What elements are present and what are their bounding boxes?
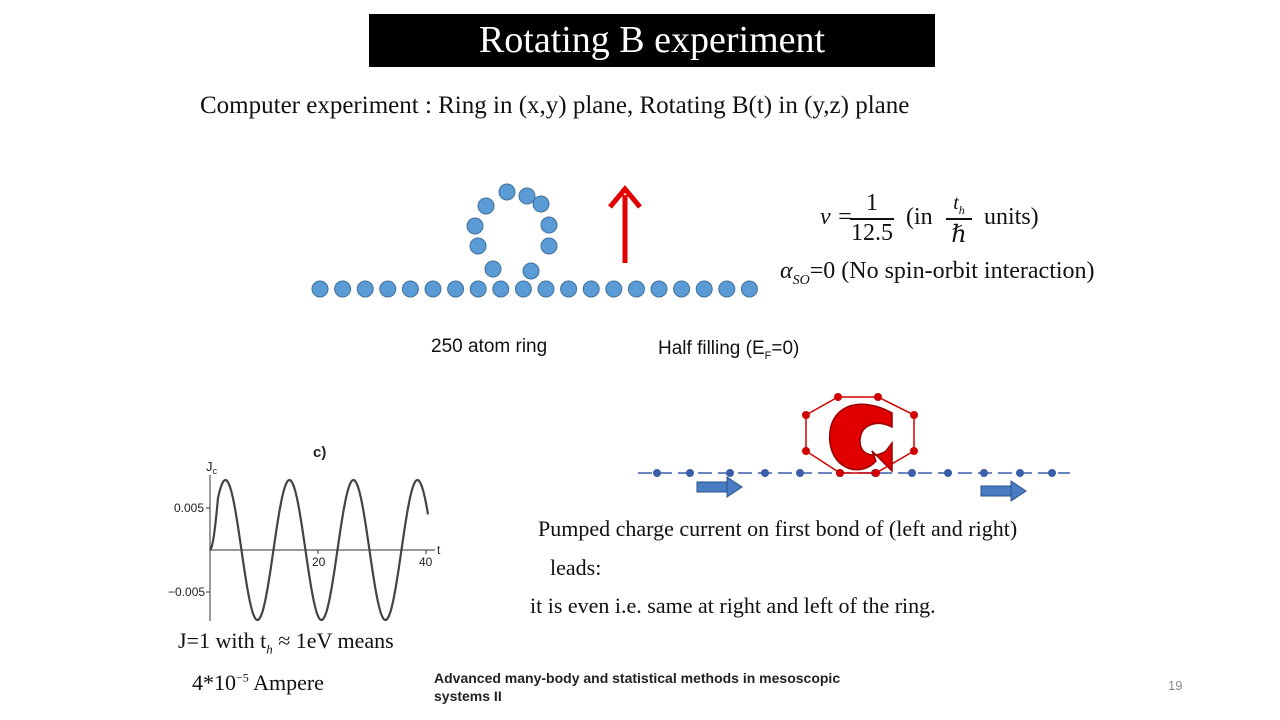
atom <box>560 280 578 298</box>
experiment-description: Computer experiment : Ring in (x,y) plan… <box>200 92 910 119</box>
atom <box>484 260 502 278</box>
atom <box>582 280 600 298</box>
x-tick-label: 20 <box>312 555 326 569</box>
ring-size-label: 250 atom ring <box>431 336 548 357</box>
filling-label: Half filling (EF=0) <box>658 338 800 362</box>
atom-group <box>311 183 758 298</box>
unit-numerator: th <box>953 192 965 217</box>
atom <box>537 280 555 298</box>
atom <box>514 280 532 298</box>
atom <box>469 237 487 255</box>
chain-site <box>686 469 694 477</box>
atom <box>740 280 758 298</box>
atom <box>673 280 691 298</box>
chain-site <box>944 469 952 477</box>
atom <box>334 280 352 298</box>
atom <box>532 195 550 213</box>
atom <box>466 217 484 235</box>
y-tick-label: 0.005 <box>174 501 204 515</box>
right-current-arrow-icon <box>980 480 1027 502</box>
atom <box>424 280 442 298</box>
nu-symbol: ν = <box>820 204 853 230</box>
atom <box>498 183 516 201</box>
chain-site <box>796 469 804 477</box>
chain-site <box>726 469 734 477</box>
ring-site <box>802 411 810 419</box>
chain-site <box>1016 469 1024 477</box>
ring-site <box>834 393 842 401</box>
pumped-line-3: it is even i.e. same at right and left o… <box>530 593 936 618</box>
chain-site <box>1048 469 1056 477</box>
nu-denominator: 12.5 <box>851 220 893 246</box>
atom <box>379 280 397 298</box>
chain-site <box>908 469 916 477</box>
current-plot: c) Jc t 0.005 −0.005 20 40 <box>160 435 445 625</box>
units-text: units) <box>984 204 1039 230</box>
alpha-equation: αSO=0 (No spin-orbit interaction) <box>780 258 1095 288</box>
unit-fraction-bar <box>946 218 972 220</box>
atom <box>650 280 668 298</box>
panel-label: c) <box>313 444 326 461</box>
pumped-line-2: leads: <box>550 555 602 580</box>
fraction-bar <box>850 218 894 220</box>
atom <box>401 280 419 298</box>
ring-site <box>836 469 844 477</box>
y-axis-label: Jc <box>206 459 218 476</box>
ring-site <box>802 447 810 455</box>
conversion-line-1: J=1 with th ≈ 1eV means <box>178 628 394 657</box>
rotation-arrow-icon <box>829 403 893 473</box>
atom <box>477 197 495 215</box>
atom <box>540 216 558 234</box>
atom <box>311 280 329 298</box>
atom <box>695 280 713 298</box>
ring-site <box>872 469 880 477</box>
x-axis-label: t <box>437 543 441 557</box>
atom <box>718 280 736 298</box>
ring-site <box>910 411 918 419</box>
atom <box>605 280 623 298</box>
atom <box>518 187 536 205</box>
current-curve <box>209 479 430 621</box>
atom <box>522 262 540 280</box>
pumped-line-1: Pumped charge current on first bond of (… <box>538 516 1018 541</box>
nu-numerator: 1 <box>866 190 878 216</box>
atom <box>469 280 487 298</box>
magnetic-field-arrow <box>608 185 642 263</box>
title-bar <box>369 14 935 67</box>
ring-site <box>910 447 918 455</box>
chain-site <box>980 469 988 477</box>
atom <box>540 237 558 255</box>
footer-course-title: Advanced many-body and statistical metho… <box>434 670 841 704</box>
atom <box>627 280 645 298</box>
chain-site <box>761 469 769 477</box>
page-number: 19 <box>1168 678 1183 693</box>
ring-site <box>874 393 882 401</box>
x-tick-label: 40 <box>419 555 433 569</box>
nu-in-text: (in <box>906 204 933 230</box>
atom <box>447 280 465 298</box>
chain-site <box>653 469 661 477</box>
ring-chain-diagram <box>311 183 758 298</box>
atom <box>492 280 510 298</box>
pumping-schematic <box>638 393 1070 502</box>
y-tick-label: −0.005 <box>168 585 205 599</box>
atom <box>356 280 374 298</box>
slide-title: Rotating B experiment <box>478 19 826 61</box>
left-current-arrow-icon <box>696 476 743 498</box>
unit-denominator: ℏ <box>951 222 967 248</box>
conversion-line-2: 4*10−5 Ampere <box>192 670 324 695</box>
